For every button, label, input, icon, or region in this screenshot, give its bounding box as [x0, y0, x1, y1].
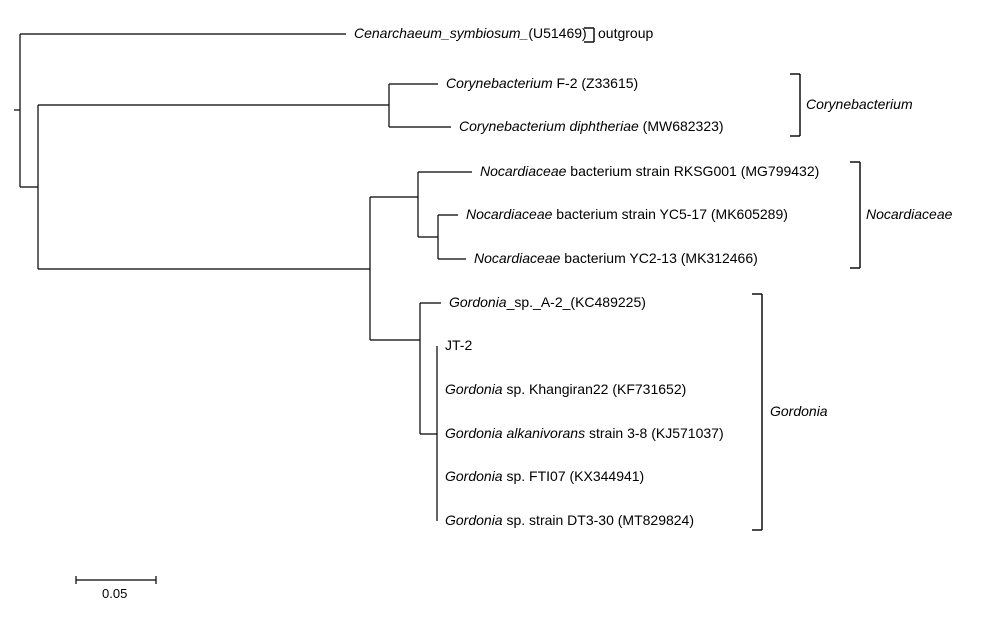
taxon-label: Gordonia sp. strain DT3-30 (MT829824) [445, 512, 694, 528]
taxon-label: Gordonia sp. FTI07 (KX344941) [445, 468, 644, 484]
taxon-label: Corynebacterium F-2 (Z33615) [446, 75, 638, 91]
taxon-label: Corynebacterium diphtheriae (MW682323) [459, 118, 724, 134]
taxon-label: Nocardiaceae bacterium strain RKSG001 (M… [480, 163, 819, 179]
tree-svg [0, 0, 1000, 630]
taxon-label: Cenarchaeum_symbiosum_(U51469) [354, 25, 587, 41]
group-label: Corynebacterium [806, 96, 913, 112]
phylogenetic-tree: Cenarchaeum_symbiosum_(U51469) Corynebact… [0, 0, 1000, 630]
taxon-label: Gordonia_sp._A-2_(KC489225) [449, 294, 646, 310]
group-label: Gordonia [770, 403, 828, 419]
taxon-label: Nocardiaceae bacterium strain YC5-17 (MK… [466, 206, 788, 222]
scale-bar-label: 0.05 [102, 586, 127, 601]
group-label: outgroup [598, 25, 653, 41]
taxon-label: Gordonia alkanivorans strain 3-8 (KJ5710… [445, 425, 724, 441]
group-label: Nocardiaceae [866, 206, 952, 222]
taxon-label: JT-2 [445, 337, 472, 353]
taxon-label: Gordonia sp. Khangiran22 (KF731652) [445, 381, 686, 397]
taxon-label: Nocardiaceae bacterium YC2-13 (MK312466) [474, 250, 758, 266]
